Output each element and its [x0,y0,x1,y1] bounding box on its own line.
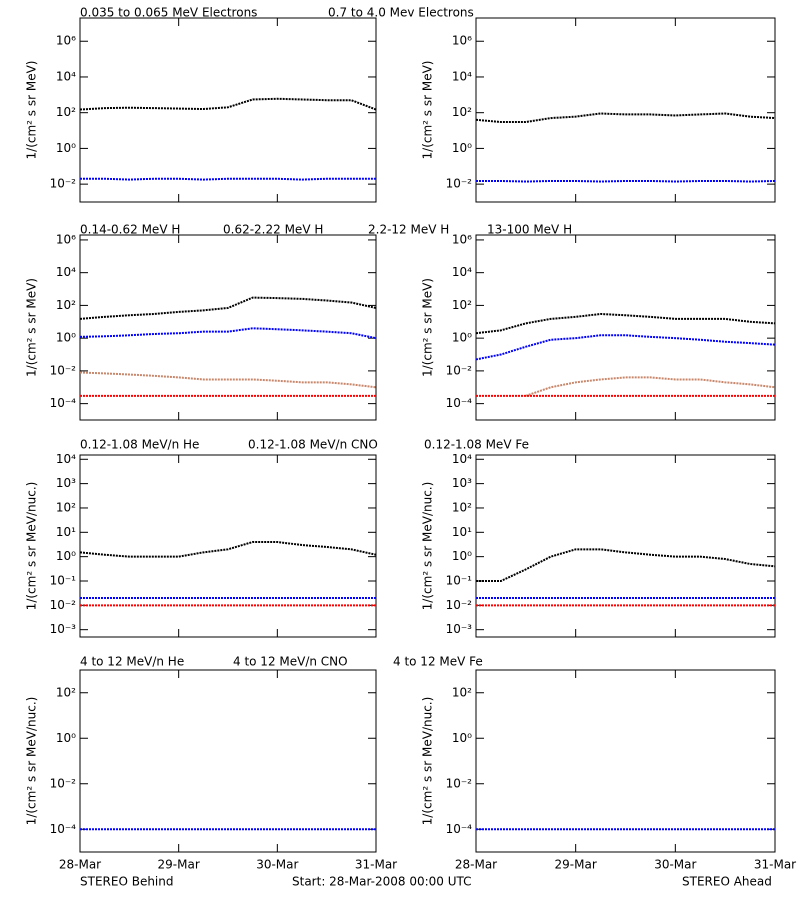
y-tick-label: 10⁶ [452,34,472,48]
y-tick-label: 10⁰ [56,331,76,345]
y-tick-label: 10³ [452,476,472,490]
y-axis-label: 1/(cm² s sr MeV) [421,61,435,160]
y-tick-label: 10⁴ [56,265,76,279]
footer-left: STEREO Behind [80,875,174,889]
x-tick-label: 29-Mar [158,858,200,872]
series-line [79,327,377,340]
plot-frame [475,17,776,203]
series-line [79,97,377,111]
y-tick-label: 10³ [56,476,76,490]
x-tick-label: 30-Mar [654,858,696,872]
series-line [475,334,776,361]
legend-entry: 0.12-1.08 MeV/n He [80,438,199,452]
y-tick-label: 10⁴ [56,452,76,466]
y-tick-label: 10⁶ [452,232,472,246]
series-line [79,540,377,558]
y-tick-label: 10⁶ [56,232,76,246]
y-axis-label: 1/(cm² s sr MeV/nuc.) [25,697,39,826]
y-tick-label: 10⁰ [452,331,472,345]
series-line [476,179,776,183]
y-tick-label: 10² [452,685,472,699]
legend-entry: 0.62-2.22 MeV H [223,223,323,237]
footer-center: Start: 28-Mar-2008 00:00 UTC [292,875,472,889]
x-tick-label: 30-Mar [256,858,298,872]
y-tick-label: 10⁻¹ [446,573,473,587]
y-tick-label: 10⁻⁴ [50,822,77,836]
legend-entry: 4 to 12 MeV/n He [80,655,184,669]
series-line [475,312,776,335]
y-tick-label: 10¹ [56,525,76,539]
y-tick-label: 10⁻² [50,363,77,377]
y-axis-label: 1/(cm² s sr MeV/nuc.) [25,482,39,611]
series-line [79,371,377,389]
y-tick-label: 10⁻² [50,598,77,612]
plot-frame [79,234,377,421]
x-tick-label: 31-Mar [355,858,397,872]
y-tick-label: 10⁻² [446,776,473,790]
y-tick-label: 10⁴ [56,69,76,83]
legend-entry: 4 to 12 MeV Fe [393,655,483,669]
legend-entry: 0.12-1.08 MeV Fe [424,438,529,452]
y-tick-label: 10⁻³ [446,622,473,636]
legend-entry: 0.14-0.62 MeV H [80,223,180,237]
plot-frame [475,234,776,421]
y-axis-label: 1/(cm² s sr MeV) [25,278,39,377]
y-tick-label: 10⁻² [50,776,77,790]
y-tick-label: 10⁰ [56,731,76,745]
series-line [80,177,376,181]
y-tick-label: 10⁻¹ [50,573,77,587]
plot-frame [79,669,377,853]
x-tick-label: 31-Mar [754,858,796,872]
y-axis-label: 1/(cm² s sr MeV/nuc.) [421,482,435,611]
y-axis-label: 1/(cm² s sr MeV) [421,278,435,377]
y-tick-label: 10⁰ [452,731,472,745]
y-tick-label: 10² [452,105,472,119]
y-tick-label: 10⁶ [56,34,76,48]
x-tick-label: 28-Mar [455,858,497,872]
legend-entry: 0.035 to 0.065 MeV Electrons [80,6,257,20]
plot-frame [475,669,776,853]
y-tick-label: 10⁴ [452,452,472,466]
y-tick-label: 10⁻² [446,598,473,612]
y-tick-label: 10² [56,685,76,699]
y-tick-label: 10² [452,500,472,514]
series-line [475,112,776,124]
series-line [79,296,377,320]
y-tick-label: 10⁰ [56,141,76,155]
y-tick-label: 10¹ [452,525,472,539]
legend-entry: 13-100 MeV H [487,223,572,237]
y-tick-label: 10⁻⁴ [50,396,77,410]
y-tick-label: 10⁰ [452,549,472,563]
legend-entry: 4 to 12 MeV/n CNO [233,655,348,669]
y-tick-label: 10⁻⁴ [446,396,473,410]
series-line [525,376,776,397]
x-tick-label: 28-Mar [59,858,101,872]
plot-frame [475,454,776,638]
y-axis-label: 1/(cm² s sr MeV) [25,61,39,160]
y-tick-label: 10⁴ [452,265,472,279]
y-tick-label: 10⁻³ [50,622,77,636]
footer-right: STEREO Ahead [682,875,772,889]
y-tick-label: 10² [56,105,76,119]
legend-entry: 2.2-12 MeV H [368,223,449,237]
plot-frame [79,17,377,203]
plot-frame [79,454,377,638]
y-tick-label: 10² [56,500,76,514]
y-tick-label: 10⁴ [452,69,472,83]
y-axis-label: 1/(cm² s sr MeV/nuc.) [421,697,435,826]
series-line [476,548,776,582]
legend-entry: 0.12-1.08 MeV/n CNO [248,438,378,452]
legend-entry: 0.7 to 4.0 Mev Electrons [328,6,474,20]
y-tick-label: 10⁻⁴ [446,822,473,836]
x-tick-label: 29-Mar [555,858,597,872]
y-tick-label: 10² [452,298,472,312]
y-tick-label: 10⁻² [50,177,77,191]
y-tick-label: 10² [56,298,76,312]
y-tick-label: 10⁻² [446,177,473,191]
y-tick-label: 10⁻² [446,363,473,377]
y-tick-label: 10⁰ [56,549,76,563]
y-tick-label: 10⁰ [452,141,472,155]
